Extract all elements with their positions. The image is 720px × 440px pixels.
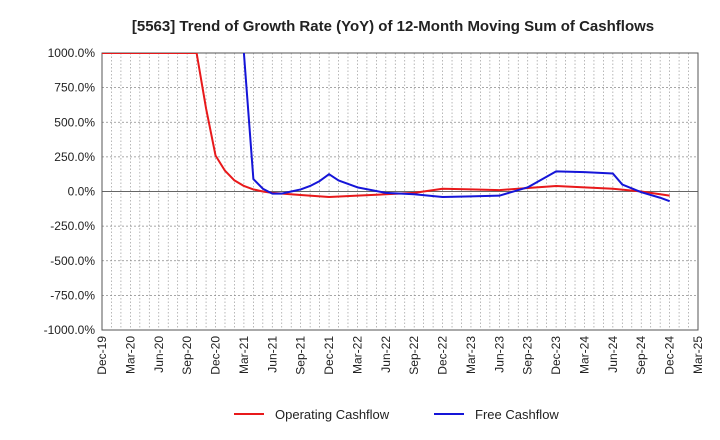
- legend-label-operating-cashflow: Operating Cashflow: [275, 407, 390, 422]
- x-tick-label: Dec-24: [663, 336, 677, 375]
- x-tick-label: Dec-22: [436, 336, 450, 375]
- x-tick-label: Mar-20: [123, 336, 137, 374]
- chart-title: [5563] Trend of Growth Rate (YoY) of 12-…: [132, 18, 654, 35]
- x-tick-label: Mar-25: [691, 336, 705, 374]
- y-tick-label: -250.0%: [50, 219, 95, 233]
- plot-border: [101, 52, 699, 331]
- x-tick-label: Mar-24: [577, 336, 591, 374]
- x-tick-label: Dec-23: [549, 336, 563, 375]
- y-tick-label: -1000.0%: [44, 323, 96, 337]
- x-tick-label: Sep-24: [634, 336, 648, 375]
- legend: Operating Cashflow Free Cashflow: [234, 407, 559, 422]
- x-tick-label: Sep-21: [294, 336, 308, 375]
- x-tick-label: Jun-24: [606, 336, 620, 373]
- legend-label-free-cashflow: Free Cashflow: [475, 407, 559, 422]
- x-tick-label: Jun-20: [152, 336, 166, 373]
- y-tick-label: 500.0%: [54, 115, 95, 129]
- y-tick-label: 250.0%: [54, 150, 95, 164]
- x-tick-label: Dec-21: [322, 336, 336, 375]
- y-axis: 1000.0% 750.0% 500.0% 250.0% 0.0% -250.0% -500…: [44, 46, 96, 337]
- x-tick-label: Jun-23: [492, 336, 506, 373]
- x-tick-label: Dec-19: [95, 336, 109, 375]
- y-tick-label: 1000.0%: [48, 46, 96, 60]
- y-tick-label: -750.0%: [50, 288, 95, 302]
- series-line-operating-cashflow: [102, 53, 670, 199]
- series-lines: [102, 53, 670, 203]
- x-tick-label: Mar-23: [464, 336, 478, 374]
- series-line-free-cashflow: [242, 53, 670, 203]
- x-tick-label: Jun-22: [379, 336, 393, 373]
- x-tick-label: Sep-23: [521, 336, 535, 375]
- x-tick-label: Sep-22: [407, 336, 421, 375]
- grid: [102, 53, 698, 330]
- x-tick-label: Dec-20: [209, 336, 223, 375]
- x-axis: Dec-19 Mar-20 Jun-20 Sep-20 Dec-20 Mar-21 Jun-…: [95, 336, 705, 375]
- x-tick-label: Jun-21: [265, 336, 279, 373]
- y-tick-label: 0.0%: [68, 185, 96, 199]
- x-tick-label: Mar-22: [350, 336, 364, 374]
- x-tick-label: Sep-20: [180, 336, 194, 375]
- x-tick-label: Mar-21: [237, 336, 251, 374]
- y-tick-label: 750.0%: [54, 81, 95, 95]
- y-tick-label: -500.0%: [50, 254, 95, 268]
- plot-frame: [101, 52, 699, 331]
